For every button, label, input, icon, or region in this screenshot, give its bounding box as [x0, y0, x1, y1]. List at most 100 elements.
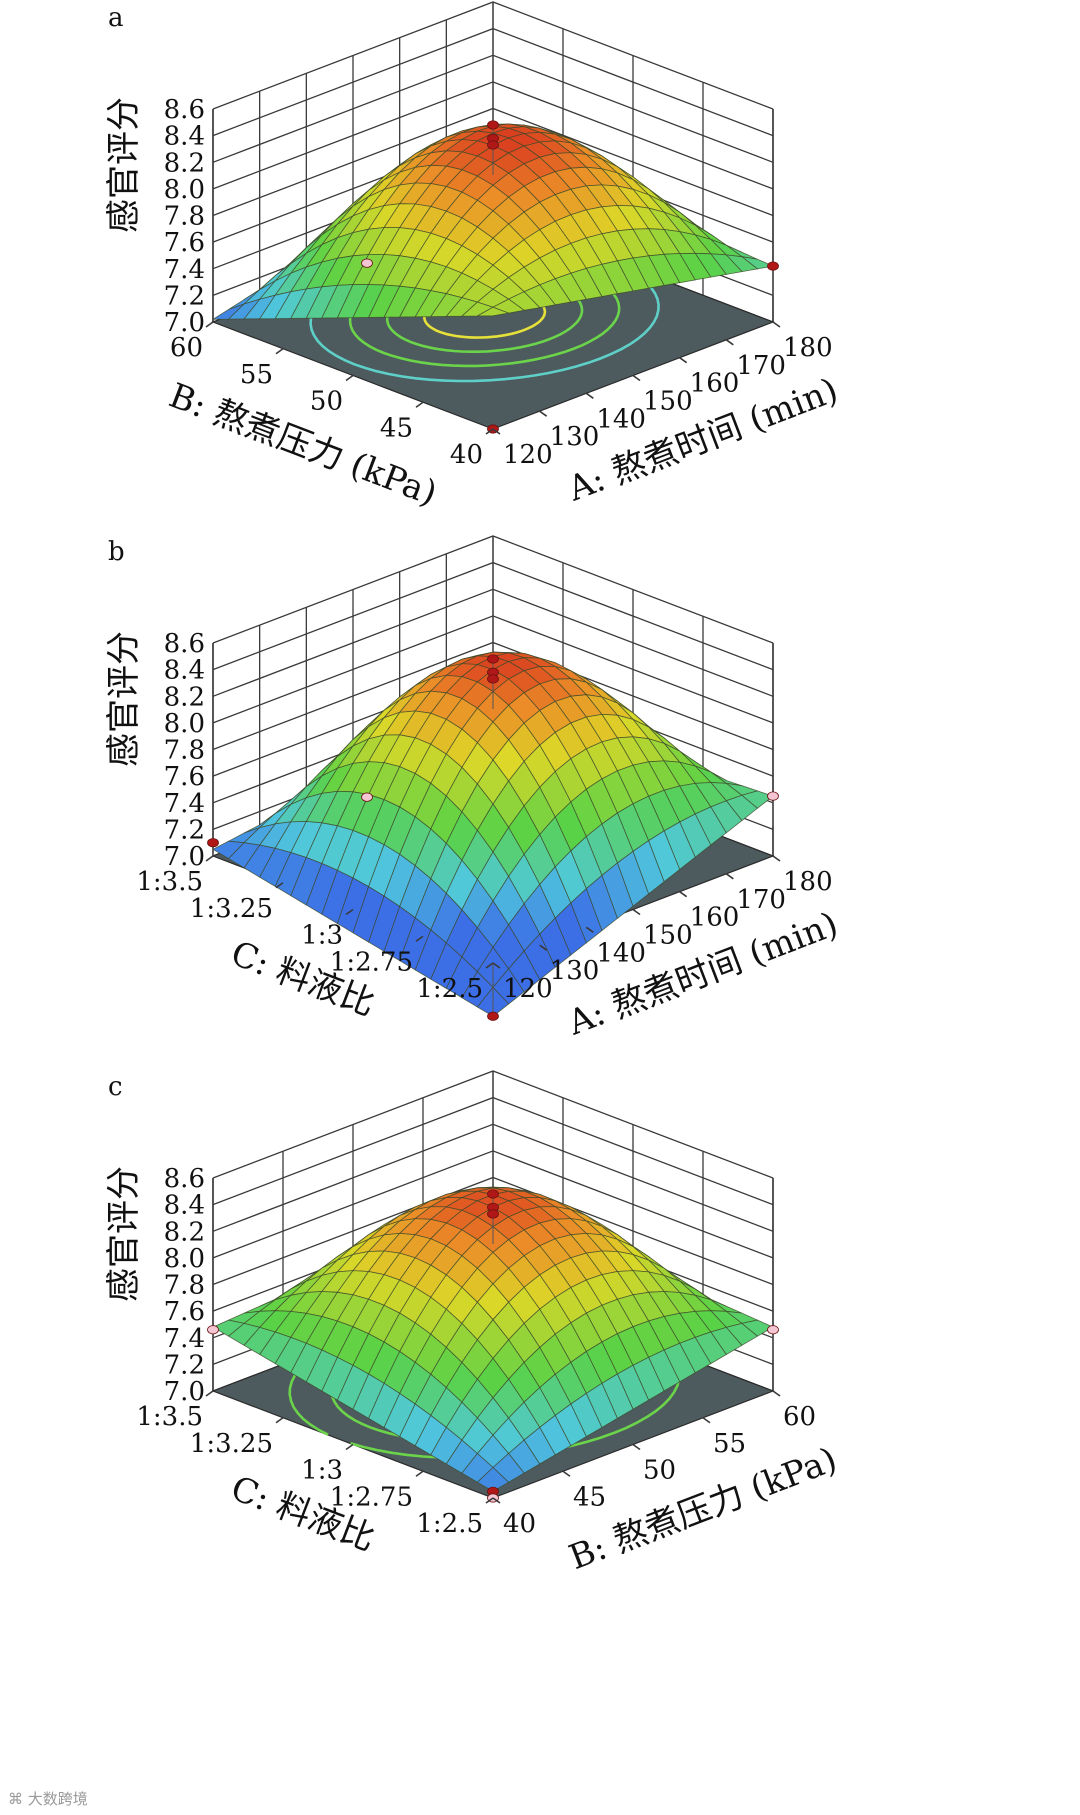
chart-panel-b: b 7.07.27.47.67.88.08.28.48.6 感官评分 12013014… [104, 535, 843, 1044]
panel-label: b [108, 537, 125, 567]
y-axis-title: B: 熬煮压力 (kPa) [164, 376, 442, 514]
x-tick-label: 160 [690, 369, 740, 399]
x-tick-mark [772, 1390, 781, 1397]
watermark-text: 大数跨境 [27, 1790, 88, 1808]
x-tick-label: 45 [573, 1482, 606, 1512]
z-axis-title: 感官评分 [104, 1166, 144, 1302]
z-tick-label: 8.4 [164, 1191, 205, 1221]
x-tick-mark [632, 374, 641, 382]
y-tick-label: 40 [450, 440, 483, 470]
y-tick-label: 55 [240, 360, 273, 390]
y-tick-mark [205, 1390, 214, 1397]
x-tick-label: 180 [783, 333, 833, 363]
y-tick-mark [485, 962, 494, 969]
y-tick-label: 45 [380, 413, 413, 443]
y-tick-mark [345, 374, 354, 382]
chart-panel-c: c 7.07.27.47.67.88.08.28.48.6 感官评分 40 45 50 55… [104, 1070, 842, 1578]
y-tick-label: 1:2.5 [416, 974, 483, 1004]
z-tick-label: 7.2 [164, 1350, 205, 1380]
y-tick-mark [415, 401, 424, 408]
y-tick-label: 1:3 [301, 1456, 343, 1486]
x-tick-label: 140 [596, 938, 646, 968]
x-tick-label: 60 [783, 1402, 816, 1432]
x-tick-mark [772, 855, 781, 862]
y-tick-mark [275, 1417, 284, 1424]
z-tick-label: 7.0 [164, 842, 205, 872]
y-tick-label: 60 [170, 333, 203, 363]
x-tick-label: 120 [503, 974, 553, 1004]
y-tick-mark [275, 882, 284, 889]
x-tick-mark [725, 873, 734, 880]
x-tick-label: 150 [643, 921, 693, 951]
y-tick-mark [415, 1470, 424, 1477]
z-tick-label: 8.2 [164, 682, 205, 712]
z-tick-label: 8.2 [164, 148, 205, 178]
x-tick-label: 150 [643, 387, 693, 417]
y-tick-label: 50 [310, 387, 343, 417]
z-axis-title: 感官评分 [104, 631, 144, 767]
response-surface [211, 123, 775, 320]
z-tick-label: 7.0 [164, 308, 205, 338]
x-tick-label: 170 [736, 885, 786, 915]
x-tick-mark [539, 410, 548, 417]
z-tick-label: 8.0 [164, 709, 205, 739]
x-tick-label: 160 [690, 903, 740, 933]
z-tick-label: 8.4 [164, 656, 205, 686]
z-tick-label: 8.6 [164, 1164, 205, 1194]
z-tick-label: 8.0 [164, 1244, 205, 1274]
x-tick-mark [632, 1443, 641, 1451]
z-tick-label: 7.4 [164, 255, 205, 285]
z-tick-label: 8.6 [164, 95, 205, 125]
y-tick-label: 1:2.75 [330, 947, 413, 977]
z-tick-label: 7.4 [164, 789, 205, 819]
y-tick-mark [275, 348, 284, 355]
z-tick-label: 8.4 [164, 122, 205, 152]
watermark-logo-icon: ⌘ [8, 1790, 23, 1808]
x-tick-mark [772, 321, 781, 328]
design-point [487, 654, 499, 664]
z-tick-label: 7.2 [164, 815, 205, 845]
x-tick-mark [492, 962, 501, 969]
y-tick-mark [485, 428, 494, 435]
x-tick-mark [585, 392, 594, 399]
design-point [487, 140, 499, 150]
x-tick-label: 170 [736, 351, 786, 381]
x-tick-mark [679, 357, 688, 364]
y-tick-mark [415, 935, 424, 942]
y-tick-label: 1:3.25 [190, 1429, 273, 1459]
design-point [767, 791, 779, 801]
z-tick-label: 7.6 [164, 762, 205, 792]
z-tick-label: 7.6 [164, 228, 205, 258]
z-tick-label: 7.4 [164, 1324, 205, 1354]
z-tick-label: 8.6 [164, 629, 205, 659]
x-tick-mark [492, 428, 501, 435]
z-axis-title: 感官评分 [104, 97, 144, 233]
x-tick-label: 130 [550, 422, 600, 452]
y-tick-label: 1:2.75 [330, 1482, 413, 1512]
y-tick-label: 1:3.5 [136, 1402, 203, 1432]
y-tick-mark [345, 1443, 354, 1451]
z-tick-label: 8.0 [164, 175, 205, 205]
y-tick-mark [345, 908, 354, 916]
design-point [487, 1011, 499, 1021]
design-point [361, 258, 373, 268]
z-tick-label: 8.2 [164, 1217, 205, 1247]
x-tick-mark [539, 944, 548, 951]
design-point [487, 674, 499, 684]
x-tick-mark [702, 1417, 711, 1424]
response-surface [212, 1186, 774, 1492]
x-tick-label: 140 [596, 404, 646, 434]
z-tick-label: 7.6 [164, 1297, 205, 1327]
x-tick-label: 55 [713, 1429, 746, 1459]
x-tick-label: 120 [503, 440, 553, 470]
x-tick-mark [585, 926, 594, 933]
design-point [767, 261, 779, 271]
design-point [767, 1325, 779, 1335]
chart-panel-a: a 7.07.27.47.67.88.08.28.48.6 感官评分 12013014… [104, 1, 843, 514]
x-tick-label: 40 [503, 1509, 536, 1539]
contour-line [350, 1353, 681, 1460]
x-tick-mark [562, 1470, 571, 1477]
design-point [487, 1189, 499, 1199]
design-point [361, 792, 373, 802]
